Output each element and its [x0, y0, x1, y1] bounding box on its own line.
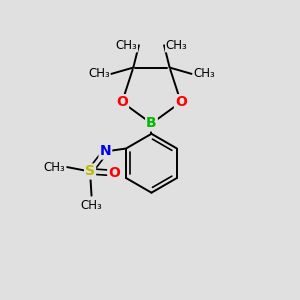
- Text: CH₃: CH₃: [88, 68, 110, 80]
- Text: CH₃: CH₃: [81, 199, 102, 212]
- Text: O: O: [175, 95, 187, 109]
- Text: CH₃: CH₃: [193, 68, 215, 80]
- Text: CH₃: CH₃: [166, 39, 187, 52]
- Text: O: O: [108, 166, 120, 180]
- Text: CH₃: CH₃: [44, 160, 66, 174]
- Text: B: B: [146, 116, 157, 130]
- Text: O: O: [116, 95, 128, 109]
- Text: N: N: [100, 145, 111, 158]
- Text: CH₃: CH₃: [116, 39, 137, 52]
- Text: S: S: [85, 164, 95, 178]
